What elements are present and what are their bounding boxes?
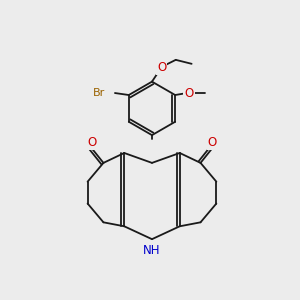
Text: O: O: [87, 136, 96, 148]
Text: O: O: [184, 86, 194, 100]
Text: O: O: [208, 136, 217, 148]
Text: NH: NH: [143, 244, 161, 257]
Text: O: O: [157, 61, 167, 74]
Text: Br: Br: [93, 88, 105, 98]
